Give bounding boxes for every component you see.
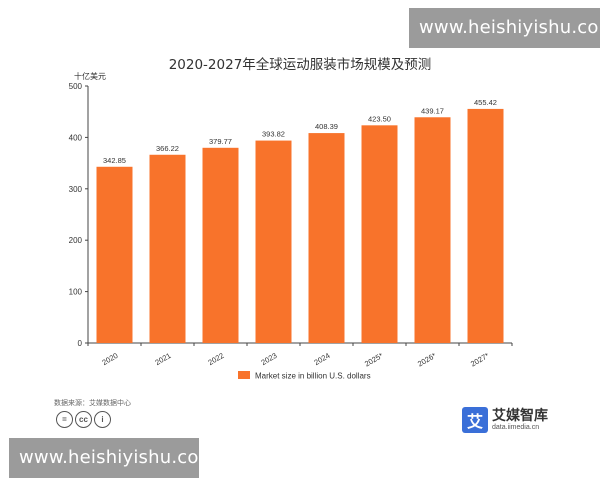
plot-area: 0 100 200 300 400 500 342.85 2020 366.22 2021 379.… bbox=[69, 82, 513, 369]
bar bbox=[202, 147, 239, 343]
bar bbox=[96, 166, 133, 343]
watermark-bottom: www.heishiyishu.com bbox=[9, 438, 216, 478]
brand-mark-icon: 艾 bbox=[462, 407, 488, 433]
bar-value-label: 379.77 bbox=[209, 137, 232, 146]
bar bbox=[361, 125, 398, 343]
y-tick-label: 500 bbox=[69, 82, 83, 91]
legend-label: Market size in billion U.S. dollars bbox=[255, 372, 371, 381]
chart-title: 2020-2027年全球运动服装市场规模及预测 bbox=[169, 56, 432, 73]
brand-name: 艾媒智库 bbox=[492, 407, 548, 423]
y-unit-label: 十亿美元 bbox=[74, 71, 106, 81]
bar-value-label: 408.39 bbox=[315, 122, 338, 131]
x-tick-label: 2027* bbox=[469, 351, 491, 369]
cc-by-icon: i bbox=[94, 411, 111, 428]
bar bbox=[414, 117, 451, 343]
cc-equals-icon: = bbox=[56, 411, 73, 428]
data-source: 数据来源：艾媒数据中心 bbox=[54, 400, 131, 407]
bar-value-label: 366.22 bbox=[156, 144, 179, 153]
y-tick-label: 300 bbox=[69, 185, 83, 194]
cc-icon: cc bbox=[75, 411, 92, 428]
x-tick-label: 2020 bbox=[101, 351, 120, 367]
brand-logo: 艾 艾媒智库 data.iimedia.cn bbox=[462, 407, 548, 433]
x-tick-label: 2025* bbox=[363, 351, 385, 369]
legend-swatch bbox=[238, 371, 250, 379]
x-tick-label: 2021 bbox=[154, 351, 173, 367]
y-tick-label: 100 bbox=[69, 288, 83, 297]
y-tick-label: 0 bbox=[78, 339, 83, 348]
bar-value-label: 455.42 bbox=[474, 98, 497, 107]
bar bbox=[255, 140, 292, 343]
bar bbox=[149, 154, 186, 343]
bar-value-label: 439.17 bbox=[421, 106, 444, 115]
bar bbox=[467, 108, 504, 343]
y-tick-label: 200 bbox=[69, 236, 83, 245]
x-tick-label: 2022 bbox=[207, 351, 226, 367]
bar-value-label: 393.82 bbox=[262, 130, 285, 139]
license-icons: = cc i bbox=[56, 411, 111, 428]
bar bbox=[308, 133, 345, 343]
brand-url: data.iimedia.cn bbox=[492, 424, 540, 431]
x-tick-label: 2023 bbox=[260, 351, 279, 367]
y-tick-label: 400 bbox=[69, 133, 83, 142]
bar-value-label: 423.50 bbox=[368, 114, 391, 123]
x-tick-label: 2024 bbox=[313, 351, 332, 367]
bar-value-label: 342.85 bbox=[103, 156, 126, 165]
x-tick-label: 2026* bbox=[416, 351, 438, 369]
watermark-top: www.heishiyishu.com bbox=[409, 8, 600, 48]
